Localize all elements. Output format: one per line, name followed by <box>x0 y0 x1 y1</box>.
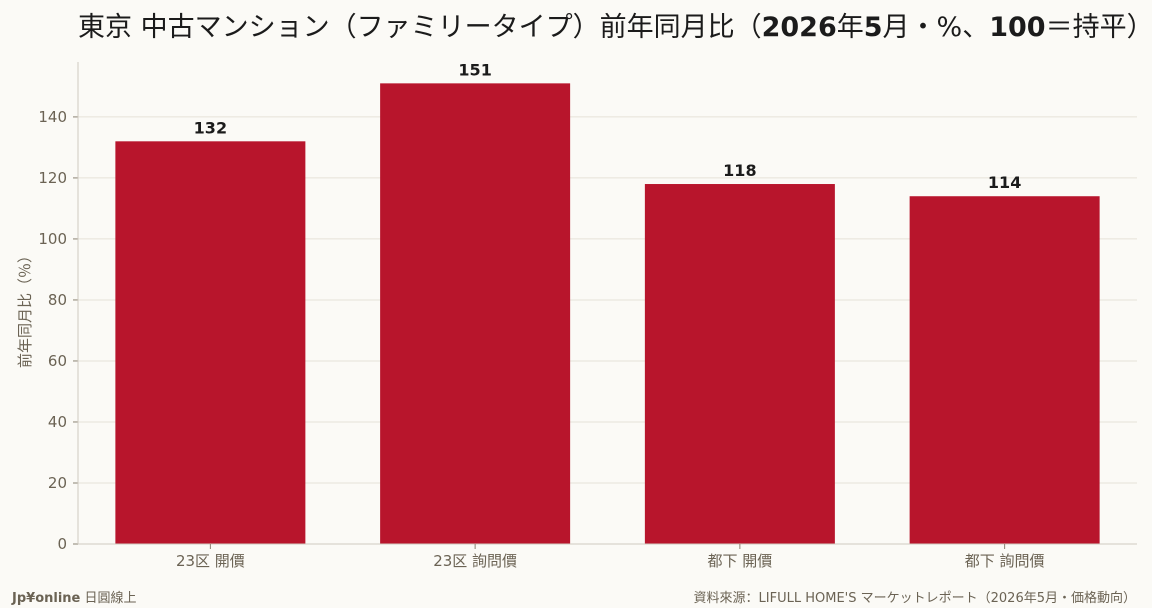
chart-title: 東京 中古マンション（ファミリータイプ）前年同月比（2026年5月・%、100＝… <box>78 10 1152 46</box>
x-tick-label: 都下 詢問價 <box>965 552 1045 570</box>
brand-suffix: 日圓線上 <box>80 591 137 606</box>
brand-footer: Jp¥online 日圓線上 <box>12 587 137 606</box>
title-part: 5 <box>863 12 883 43</box>
bar <box>115 141 306 544</box>
y-axis: 0 20 40 60 80 100 120 140 <box>38 62 79 553</box>
title-part: 年 <box>836 12 864 43</box>
x-tick-label: 23区 詢問價 <box>433 552 517 570</box>
title-part: 東京 中古マンション（ファミリータイプ）前年同月比（ <box>78 12 762 43</box>
title-part: 月・%、 <box>882 12 990 43</box>
bar <box>909 196 1100 544</box>
title-part: 100 <box>989 12 1046 43</box>
y-tick-label: 0 <box>57 535 67 553</box>
title-part: 2026 <box>761 12 837 43</box>
y-tick-label: 60 <box>48 352 67 370</box>
bar-value-label: 118 <box>723 161 756 180</box>
x-tick-label: 都下 開價 <box>707 552 772 570</box>
bar-value-label: 114 <box>988 173 1021 192</box>
bar <box>644 184 835 544</box>
x-axis: 23区 開價 23区 詢問價 都下 開價 都下 詢問價 <box>78 543 1137 570</box>
y-tick-label: 140 <box>38 108 67 126</box>
bar-value-label: 151 <box>458 60 491 79</box>
title-part: ＝持平） <box>1045 12 1152 43</box>
x-tick-label: 23区 開價 <box>176 552 245 570</box>
bar-value-label: 132 <box>194 118 227 137</box>
brand-name: Jp¥online <box>12 591 81 606</box>
y-tick-label: 20 <box>48 474 67 492</box>
y-tick-label: 40 <box>48 413 67 431</box>
y-tick-label: 120 <box>38 169 67 187</box>
y-tick-label: 100 <box>38 230 67 248</box>
bars <box>115 83 1100 544</box>
bar <box>380 83 571 544</box>
data-labels: 132 151 118 114 <box>194 60 1022 192</box>
y-tick-label: 80 <box>48 291 67 309</box>
y-axis-label: 前年同月比（％） <box>16 248 34 368</box>
source-footer: 資料來源：LIFULL HOME'S マーケットレポート（2026年5月・価格動… <box>693 591 1136 606</box>
